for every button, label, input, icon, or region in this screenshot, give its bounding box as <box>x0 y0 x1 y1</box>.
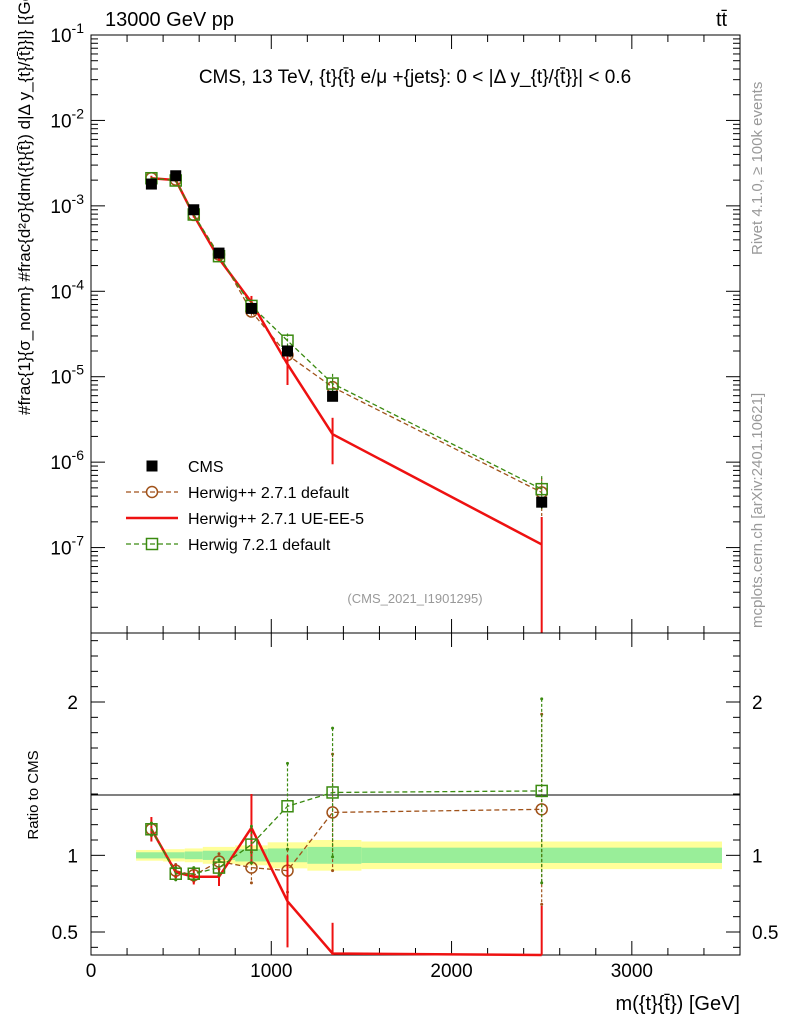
ratio-error-cap-2 <box>540 697 544 701</box>
legend-label: Herwig++ 2.7.1 default <box>188 485 350 502</box>
process-label: tt̄ <box>716 9 728 31</box>
ratio-y-ticks: 0.5 0.5 1 1 2 2 <box>52 640 778 948</box>
ratio-line-2 <box>150 790 542 875</box>
ratio-band-inner <box>136 852 164 859</box>
ratio-error-cap-2 <box>249 824 253 828</box>
main-line-0 <box>151 177 542 494</box>
y-tick-label: 10-2 <box>50 105 84 132</box>
data-point <box>327 390 339 402</box>
main-y-ticks: 10-7 10-6 10-5 10-4 10-3 10-2 10-1 <box>50 20 740 634</box>
ratio-band-inner <box>307 846 362 864</box>
ratio-error-cap-2 <box>286 761 290 765</box>
legend-marker <box>145 485 159 499</box>
y-tick-label: 10-3 <box>50 191 84 218</box>
y-tick-label: 10-5 <box>50 362 84 389</box>
ratio-y-tick-label: 2 <box>752 693 763 714</box>
ratio-y-tick-label: 0.5 <box>52 923 78 944</box>
data-point <box>188 204 200 216</box>
ratio-band-inner <box>184 851 203 860</box>
legend-marker <box>145 537 159 551</box>
energy-label: 13000 GeV pp <box>105 9 234 31</box>
data-point <box>170 170 182 182</box>
source-label: mcplots.cern.ch [arXiv:2401.10621] <box>749 393 766 628</box>
ratio-error-cap-0 <box>331 869 335 873</box>
data-point <box>145 178 157 190</box>
main-panel: 10-7 10-6 10-5 10-4 10-3 10-2 10-1 CMS, 13 TeV… <box>15 0 741 634</box>
y-tick-label: 10-1 <box>50 20 84 47</box>
ratio-series <box>145 697 548 957</box>
ratio-line-0 <box>150 808 542 876</box>
legend: CMS Herwig++ 2.7.1 default Herwig++ 2.7.1 … <box>126 459 364 554</box>
ratio-point-2 <box>187 867 201 880</box>
plot-title: CMS, 13 TeV, {t}{t̄} e/μ +{jets}: 0 < |Δ… <box>199 67 631 88</box>
ratio-point-2 <box>326 786 339 799</box>
ratio-y-tick-label: 2 <box>67 693 78 714</box>
ratio-point-2 <box>535 784 548 798</box>
x-tick-label: 0 <box>86 961 97 982</box>
ratio-band-inner <box>163 852 185 859</box>
ratio-y-tick-label: 0.5 <box>752 923 778 944</box>
legend-label: CMS <box>188 459 224 476</box>
legend-label: Herwig 7.2.1 default <box>188 537 331 554</box>
ratio-error-cap-0 <box>217 852 221 856</box>
ratio-frame <box>90 632 741 956</box>
ratio-point-2 <box>169 867 182 880</box>
ratio-error-cap-2 <box>540 881 544 885</box>
ratio-y-axis-label: Ratio to CMS <box>25 750 42 839</box>
legend-label: Herwig++ 2.7.1 UE-EE-5 <box>188 511 364 528</box>
x-axis-label: m({t}{t̄}) [GeV] <box>615 993 740 1015</box>
analysis-id: (CMS_2021_I1901295) <box>347 591 482 606</box>
ratio-y-tick-label: 1 <box>752 846 763 867</box>
ratio-error-cap-2 <box>217 873 221 877</box>
x-tick-label: 3000 <box>611 961 653 982</box>
x-tick-label: 2000 <box>430 961 472 982</box>
main-line-2 <box>151 177 542 490</box>
ratio-error-cap-2 <box>217 858 221 862</box>
legend-marker <box>146 460 158 472</box>
main-point-2 <box>535 482 548 496</box>
ratio-error-cap-2 <box>249 861 253 865</box>
ratio-y-tick-label: 1 <box>67 846 78 867</box>
ratio-error-cap-2 <box>286 847 290 851</box>
data-point <box>245 302 257 314</box>
ratio-line-1 <box>150 825 542 957</box>
y-axis-label: #frac{1}{σ_norm} #frac{d²σ}{dm({t}{t̄}) … <box>15 0 34 415</box>
data-point <box>213 247 225 259</box>
y-tick-label: 10-7 <box>50 533 84 560</box>
ratio-point-2 <box>245 838 258 851</box>
y-tick-label: 10-6 <box>50 447 84 474</box>
ratio-point-2 <box>281 800 294 813</box>
ratio-x-ticks: 0 1000 2000 3000 <box>86 633 741 982</box>
y-tick-label: 10-4 <box>50 276 84 303</box>
x-tick-label: 1000 <box>250 961 292 982</box>
data-point <box>282 345 294 357</box>
rivet-version-label: Rivet 4.1.0, ≥ 100k events <box>749 82 766 255</box>
ratio-error-cap-2 <box>331 855 335 859</box>
ratio-error-cap-2 <box>331 726 335 730</box>
ratio-point-2 <box>145 823 158 836</box>
main-point-2 <box>326 377 339 390</box>
ratio-point-2 <box>212 861 226 874</box>
ratio-error-cap-0 <box>249 881 253 885</box>
ratio-panel: 0 1000 2000 3000 0.5 0.5 1 1 2 2 Ratio to CMS m(… <box>25 632 778 1015</box>
main-series <box>145 170 548 633</box>
data-point <box>536 496 548 508</box>
ratio-point-0 <box>326 806 339 819</box>
ratio-error-cap-0 <box>540 902 544 906</box>
